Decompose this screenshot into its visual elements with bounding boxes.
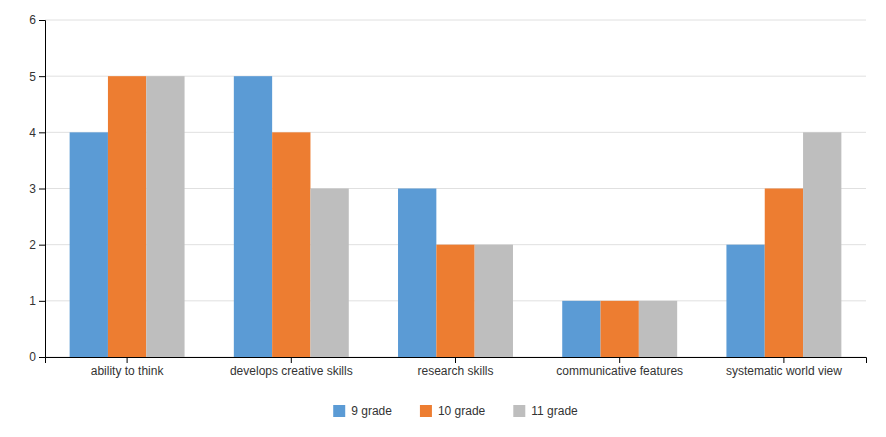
axis-line	[39, 21, 46, 358]
bar	[475, 245, 513, 357]
axis-line	[46, 358, 867, 364]
bar-series	[146, 76, 841, 357]
legend-swatch	[420, 405, 432, 417]
bar	[562, 301, 600, 357]
plot: 0 1 2 3 4 5 6 ability to think develops creative…	[29, 13, 866, 377]
bar	[146, 76, 184, 357]
tick-mark	[455, 357, 456, 363]
tick: 2	[29, 238, 45, 252]
tick-label: 3	[29, 182, 36, 196]
tick: systematic world view	[726, 357, 842, 378]
bar-series	[108, 76, 803, 357]
bars	[70, 76, 842, 357]
bar	[726, 245, 764, 357]
bar	[803, 132, 841, 357]
tick-mark	[39, 357, 45, 358]
bar	[234, 76, 272, 357]
legend-swatch	[513, 405, 525, 417]
tick-label: ability to think	[91, 364, 165, 378]
tick: develops creative skills	[230, 357, 353, 378]
bar	[310, 189, 348, 358]
grid-line	[45, 20, 866, 21]
tick-mark	[783, 357, 784, 363]
tick: 4	[29, 126, 45, 140]
tick-mark	[39, 20, 45, 21]
chart: 0 1 2 3 4 5 6 ability to think develops creative…	[0, 0, 886, 437]
tick-mark	[39, 189, 45, 190]
bar	[601, 301, 639, 357]
bar	[70, 132, 108, 357]
y-axis: 0 1 2 3 4 5 6	[29, 13, 45, 364]
tick-label: research skills	[417, 364, 493, 378]
bar	[108, 76, 146, 357]
tick-mark	[39, 76, 45, 77]
tick-mark	[619, 357, 620, 363]
legend-item: 11 grade	[513, 404, 578, 418]
tick-label: systematic world view	[726, 364, 842, 378]
tick-mark	[39, 301, 45, 302]
tick: 0	[29, 350, 45, 364]
tick-label: develops creative skills	[230, 364, 353, 378]
legend-item: 10 grade	[420, 404, 486, 418]
tick: 1	[29, 294, 45, 308]
tick: research skills	[417, 357, 493, 378]
legend-label: 10 grade	[438, 404, 486, 418]
tick-mark	[291, 357, 292, 363]
legend-label: 11 grade	[531, 404, 578, 418]
bar	[272, 132, 310, 357]
tick: 5	[29, 70, 45, 84]
tick-mark	[39, 245, 45, 246]
grid	[45, 20, 866, 357]
tick-mark	[127, 357, 128, 363]
legend-item: 9 grade	[333, 404, 392, 418]
tick: 3	[29, 182, 45, 196]
tick-label: 2	[29, 238, 36, 252]
tick-label: 4	[29, 126, 36, 140]
legend-label: 9 grade	[351, 404, 392, 418]
bar	[765, 189, 803, 358]
bar-series	[70, 76, 765, 357]
legend-swatch	[333, 405, 345, 417]
tick: 6	[29, 13, 45, 27]
tick-label: communicative features	[556, 364, 683, 378]
bar	[639, 301, 677, 357]
tick-label: 6	[29, 13, 36, 27]
tick-mark	[39, 132, 45, 133]
bar	[398, 189, 436, 358]
tick-label: 0	[29, 350, 36, 364]
bar	[436, 245, 474, 357]
tick-label: 5	[29, 70, 36, 84]
legend: 9 grade 10 grade 11 grade	[333, 404, 578, 418]
tick-label: 1	[29, 294, 36, 308]
tick: communicative features	[556, 357, 683, 378]
x-axis: ability to think develops creative skills…	[46, 357, 867, 378]
tick: ability to think	[91, 357, 165, 378]
